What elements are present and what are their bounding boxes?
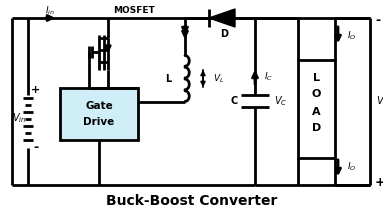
- Text: -: -: [33, 141, 39, 155]
- Text: $V_{in}$: $V_{in}$: [12, 111, 26, 125]
- Text: $I_O$: $I_O$: [347, 30, 357, 42]
- Text: L: L: [313, 73, 320, 83]
- Text: C: C: [231, 96, 237, 106]
- Text: $V_C$: $V_C$: [274, 94, 288, 108]
- Text: D: D: [312, 123, 321, 133]
- Text: -: -: [375, 14, 380, 27]
- Polygon shape: [209, 9, 235, 27]
- Text: +: +: [31, 85, 41, 95]
- Text: $V_o$: $V_o$: [376, 95, 383, 108]
- Text: $I_{in}$: $I_{in}$: [45, 5, 55, 17]
- Text: $I_C$: $I_C$: [264, 71, 273, 83]
- Bar: [298, 60, 335, 158]
- Text: Drive: Drive: [83, 117, 115, 127]
- Bar: [60, 88, 138, 140]
- Text: L: L: [165, 73, 171, 83]
- Text: A: A: [312, 107, 321, 117]
- Text: Buck-Boost Converter: Buck-Boost Converter: [106, 194, 277, 208]
- Text: $I_O$: $I_O$: [347, 161, 357, 173]
- Text: O: O: [312, 89, 321, 99]
- Text: Gate: Gate: [85, 101, 113, 111]
- Text: D: D: [220, 29, 228, 39]
- Text: MOSFET: MOSFET: [113, 5, 155, 15]
- Text: $V_L$: $V_L$: [213, 72, 224, 85]
- Text: +: +: [375, 177, 383, 189]
